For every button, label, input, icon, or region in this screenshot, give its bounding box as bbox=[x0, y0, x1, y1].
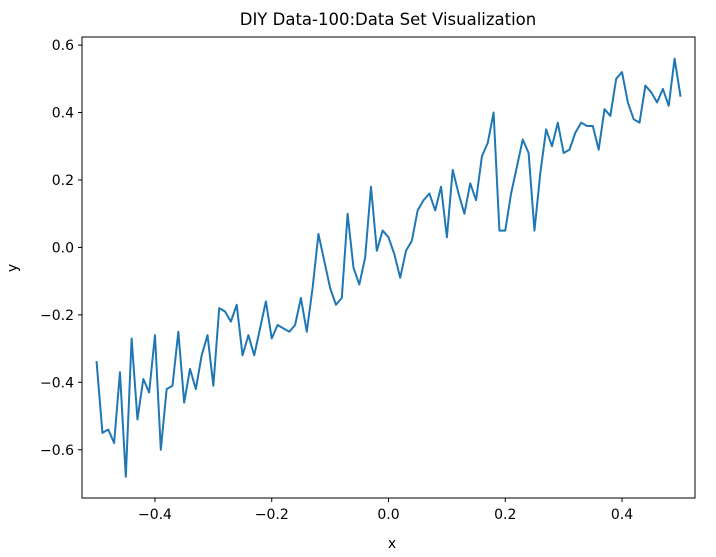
y-tick-label: 0.0 bbox=[52, 240, 74, 256]
x-tick-label: 0.0 bbox=[377, 507, 399, 523]
x-axis-label: x bbox=[388, 536, 396, 552]
y-tick-label: 0.2 bbox=[52, 173, 74, 189]
y-tick-label: 0.6 bbox=[52, 38, 74, 54]
x-tick-label: 0.4 bbox=[611, 507, 633, 523]
plot-frame bbox=[81, 36, 696, 499]
y-tick-label: −0.6 bbox=[40, 443, 74, 459]
y-axis-ticks: −0.6 −0.4 −0.2 0.0 0.2 0.4 0.6 bbox=[40, 38, 82, 459]
x-tick-label: 0.2 bbox=[494, 507, 516, 523]
y-tick-label: −0.2 bbox=[40, 308, 74, 324]
y-axis-label: y bbox=[5, 264, 21, 272]
series-line bbox=[95, 57, 682, 478]
y-tick-label: 0.4 bbox=[52, 106, 74, 122]
x-tick-label: −0.2 bbox=[255, 507, 289, 523]
y-tick-label: −0.4 bbox=[40, 375, 74, 391]
x-tick-label: −0.4 bbox=[138, 507, 172, 523]
chart-title: DIY Data-100:Data Set Visualization bbox=[240, 10, 537, 29]
x-axis-ticks: −0.4 −0.2 0.0 0.2 0.4 bbox=[138, 498, 633, 523]
